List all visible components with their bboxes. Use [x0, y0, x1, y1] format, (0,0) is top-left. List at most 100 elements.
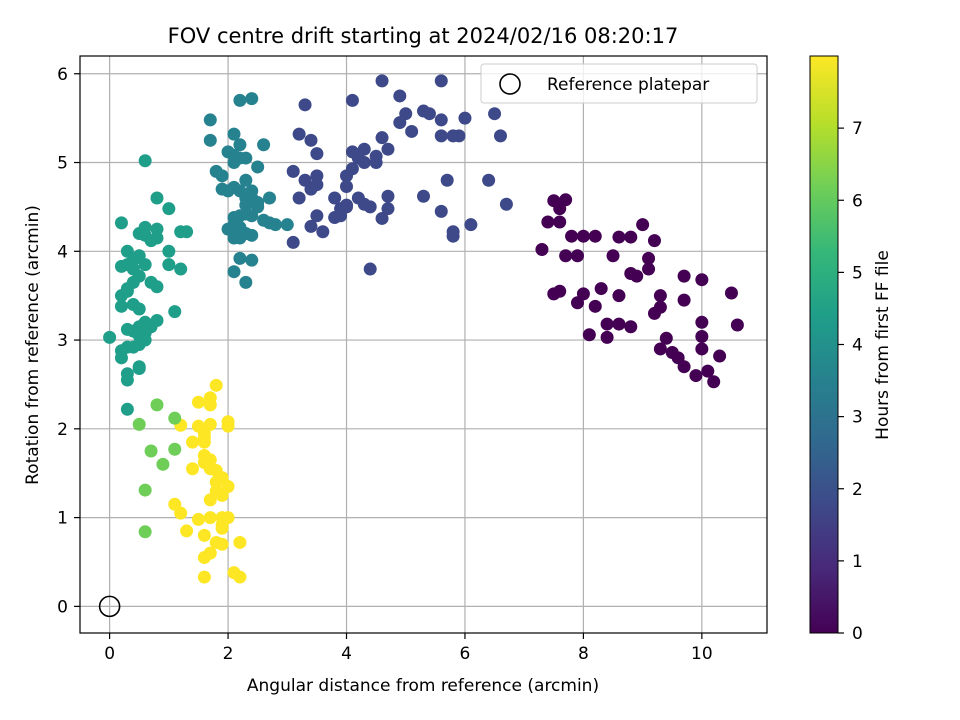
data-point [328, 191, 342, 205]
data-point [345, 93, 359, 107]
data-point [233, 138, 247, 152]
data-point [464, 218, 478, 232]
data-point [245, 253, 259, 267]
data-point [156, 457, 170, 471]
data-point [677, 293, 691, 307]
data-point [168, 305, 182, 319]
x-tick-label: 2 [223, 644, 234, 664]
data-point [701, 364, 715, 378]
data-point [233, 93, 247, 107]
data-point [600, 330, 614, 344]
data-point [310, 169, 324, 183]
data-point [488, 107, 502, 121]
data-point [624, 320, 638, 334]
data-point [499, 197, 513, 211]
x-tick-label: 4 [341, 644, 352, 664]
data-point [440, 173, 454, 187]
data-point [132, 361, 146, 375]
data-point [334, 209, 348, 223]
data-point [730, 318, 744, 332]
data-point [434, 74, 448, 88]
data-point [340, 179, 354, 193]
data-point [203, 417, 217, 431]
colorbar-tick-label: 2 [852, 480, 863, 500]
colorbar-ticks: 0 1 2 3 4 5 6 7 [838, 119, 863, 644]
data-point [180, 524, 194, 538]
data-point [304, 219, 318, 233]
data-point [612, 289, 626, 303]
data-point [203, 133, 217, 147]
y-tick-label: 6 [57, 65, 68, 85]
reference-platepar-marker [98, 595, 121, 618]
data-point [375, 74, 389, 88]
data-point [458, 111, 472, 125]
data-point [482, 173, 496, 187]
x-tick-label: 10 [691, 644, 713, 664]
data-point [405, 124, 419, 138]
data-point [263, 191, 277, 205]
data-point [257, 138, 271, 152]
data-point [144, 444, 158, 458]
colorbar-tick-label: 4 [852, 336, 863, 356]
data-point [417, 104, 430, 118]
data-point [114, 344, 128, 358]
data-point [239, 207, 253, 221]
data-point [138, 258, 152, 272]
data-point [227, 148, 241, 162]
data-point [114, 299, 128, 313]
data-point [138, 525, 152, 539]
data-point [132, 417, 146, 431]
x-axis-label: Angular distance from reference (arcmin) [247, 676, 599, 696]
data-point [168, 442, 182, 456]
x-tick-label: 6 [460, 644, 471, 664]
data-point [245, 228, 259, 242]
data-point [659, 331, 673, 345]
data-point [120, 402, 134, 416]
data-point [677, 269, 691, 283]
data-point [417, 189, 430, 203]
y-tick-label: 1 [57, 509, 68, 529]
legend-box [480, 63, 758, 104]
colorbar-tick-label: 6 [852, 191, 863, 211]
data-point [340, 198, 354, 212]
data-point [245, 184, 259, 198]
data-point [695, 342, 709, 356]
data-point [375, 131, 389, 145]
data-point [636, 218, 650, 232]
data-point [369, 156, 383, 170]
data-point [570, 249, 584, 263]
data-point [197, 528, 211, 542]
data-point [535, 243, 549, 257]
data-point [233, 184, 247, 198]
data-point [393, 116, 407, 130]
data-point [340, 169, 354, 183]
data-point [363, 262, 377, 276]
data-point [576, 229, 590, 243]
data-point [381, 189, 395, 203]
data-point [233, 570, 247, 584]
colorbar-tick-label: 5 [852, 263, 863, 283]
data-point [150, 280, 164, 294]
data-point [215, 169, 229, 183]
data-point [695, 273, 709, 287]
data-point [144, 234, 158, 248]
data-point [375, 211, 389, 225]
data-point [215, 521, 229, 535]
data-point [600, 317, 614, 331]
x-axis-ticks: 0 2 4 6 8 10 [104, 633, 713, 664]
data-point [665, 345, 679, 359]
data-point [257, 213, 271, 227]
data-point [707, 375, 721, 389]
colorbar: 0 1 2 3 4 5 6 7 Hours from first FF file [809, 55, 893, 644]
data-point [197, 435, 211, 449]
colorbar-tick-label: 3 [852, 408, 863, 428]
data-point [588, 229, 602, 243]
data-point [553, 202, 567, 216]
data-point [168, 411, 182, 425]
data-point [570, 296, 584, 310]
data-point [215, 488, 229, 502]
data-point [233, 535, 247, 549]
data-point [381, 142, 395, 156]
data-point [606, 249, 620, 263]
